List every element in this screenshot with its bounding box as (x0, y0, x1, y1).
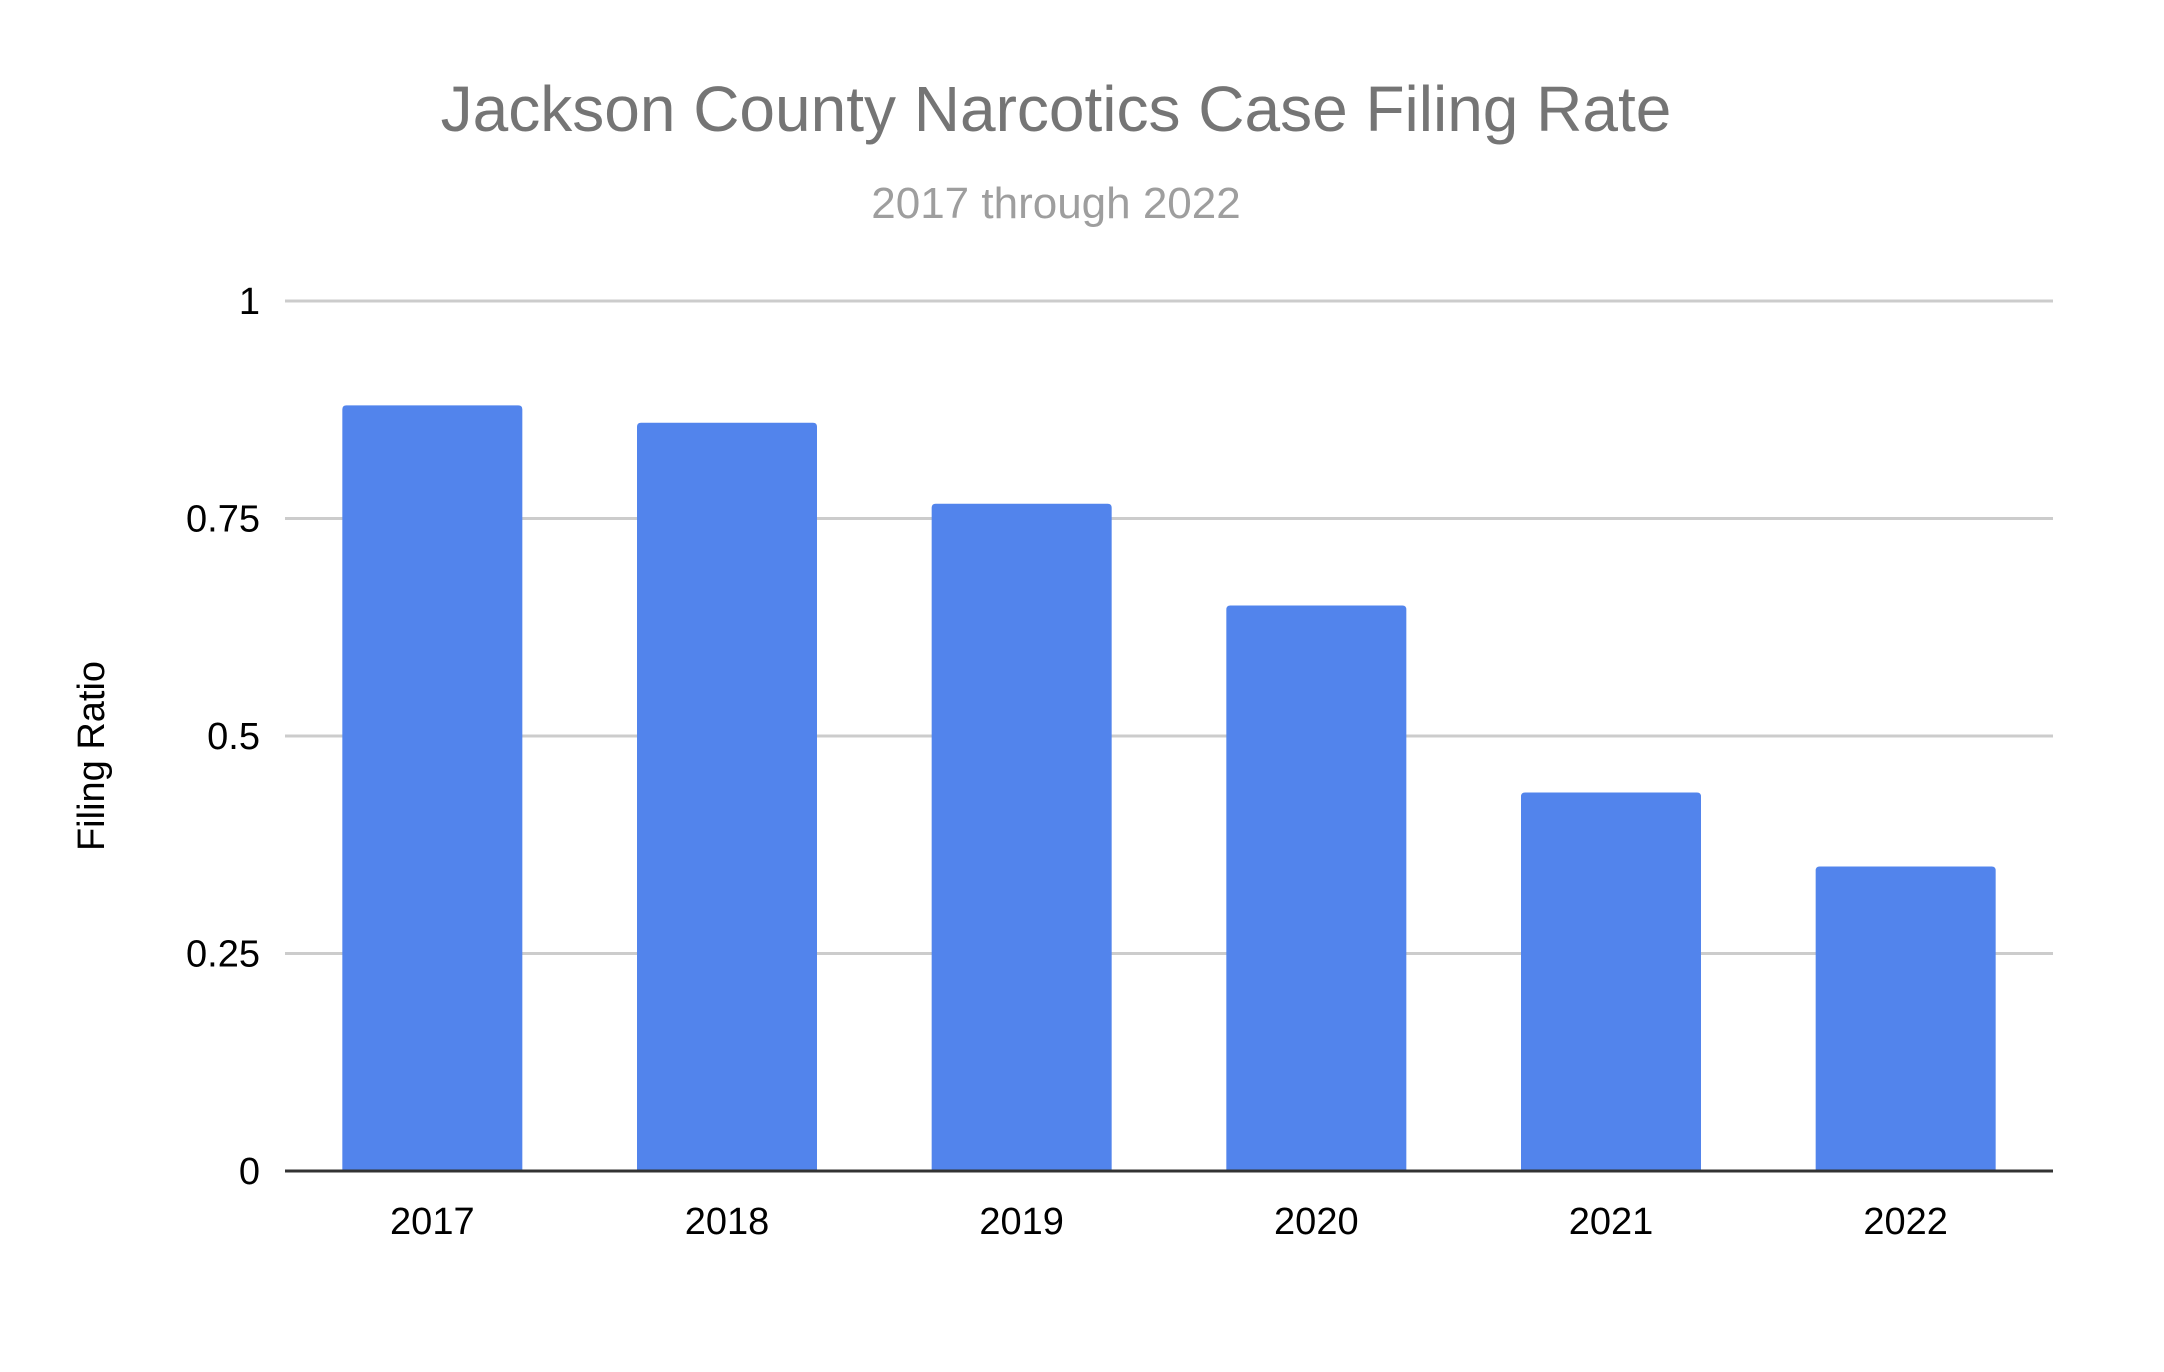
x-tick-label: 2019 (979, 1201, 1064, 1243)
x-axis-ticks: 2017 2018 2019 2020 2021 2022 (390, 1201, 1948, 1243)
x-tick-label: 2017 (390, 1201, 475, 1243)
bars (342, 405, 1996, 1172)
bar-2020 (1226, 605, 1407, 1171)
y-axis-title: Filing Ratio (71, 661, 113, 851)
chart-title: Jackson County Narcotics Case Filing Rat… (441, 73, 1672, 145)
chart-subtitle: 2017 through 2022 (871, 179, 1240, 228)
bar-2018 (637, 422, 817, 1171)
gridlines (285, 299, 2053, 955)
x-tick-label: 2018 (685, 1201, 770, 1243)
y-tick-label: 1 (239, 281, 260, 323)
y-tick-label: 0.5 (207, 716, 260, 758)
y-tick-label: 0 (239, 1151, 260, 1193)
x-tick-label: 2021 (1569, 1201, 1654, 1243)
bar-2019 (931, 503, 1112, 1172)
y-tick-label: 0.25 (186, 934, 260, 976)
bar-2022 (1815, 866, 1996, 1171)
bar-2017 (342, 405, 523, 1171)
y-tick-label: 0.75 (186, 499, 260, 541)
y-axis-ticks: 0 0.25 0.5 0.75 1 (186, 281, 260, 1193)
x-tick-label: 2022 (1863, 1201, 1948, 1243)
bar-2021 (1521, 792, 1701, 1171)
x-tick-label: 2020 (1274, 1201, 1359, 1243)
